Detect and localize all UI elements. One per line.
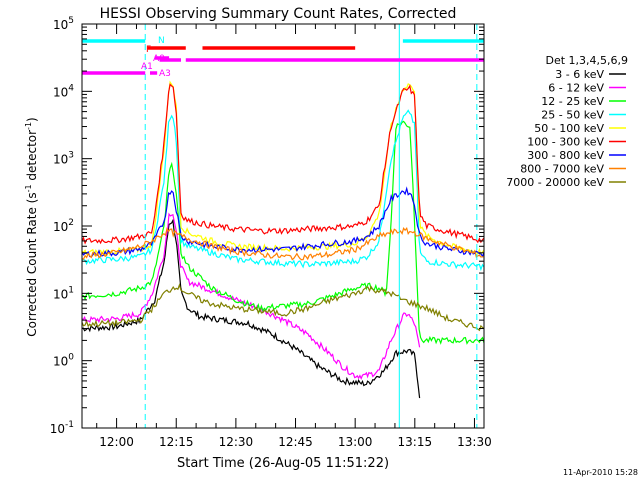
y-tick-exponent: 0 (68, 353, 74, 363)
y-tick-base: 10 (53, 85, 68, 99)
y-tick-exponent: -1 (65, 420, 74, 430)
legend-title: Det 1,3,4,5,6,9 (545, 54, 628, 67)
x-tick-label: 12:00 (99, 435, 134, 449)
y-tick-label: 103 (53, 151, 74, 167)
x-tick-label: 13:00 (338, 435, 373, 449)
state-bar-label-N: N (158, 36, 165, 46)
series-line-1 (81, 212, 421, 381)
y-tick-base: 10 (50, 422, 65, 436)
y-tick-label: 102 (53, 218, 74, 234)
y-axis-label-mid: detector (25, 130, 39, 185)
y-axis-label-main: Corrected Count Rate (s (25, 192, 39, 336)
y-tick-exponent: 3 (68, 151, 74, 161)
chart-title: HESSI Observing Summary Count Rates, Cor… (100, 6, 457, 22)
legend-label: 100 - 300 keV (527, 136, 604, 149)
y-axis-label: Corrected Count Rate (s-1 detector-1) (24, 117, 39, 336)
series-line-3 (81, 109, 485, 272)
y-tick-label: 100 (53, 353, 74, 369)
x-tick-label: 13:15 (398, 435, 433, 449)
y-tick-label: 101 (53, 285, 74, 301)
legend-label: 12 - 25 keV (541, 95, 604, 108)
series-line-2 (81, 120, 485, 345)
y-axis-label-sup1: -1 (24, 184, 33, 192)
legend-label: 3 - 6 keV (555, 68, 604, 81)
x-tick-label: 12:30 (219, 435, 254, 449)
y-tick-exponent: 1 (68, 285, 74, 295)
x-tick-label: 13:30 (457, 435, 492, 449)
series-line-8 (81, 283, 485, 332)
x-tick-label: 12:15 (159, 435, 194, 449)
state-bar-label-F: F (146, 45, 151, 55)
y-tick-label: 104 (53, 83, 74, 99)
legend-label: 25 - 50 keV (541, 109, 604, 122)
x-axis-label: Start Time (26-Aug-05 11:51:22) (177, 456, 389, 471)
y-tick-label: 10-1 (50, 420, 74, 436)
y-axis-label-end: ) (25, 117, 39, 122)
y-tick-base: 10 (53, 355, 68, 369)
y-tick-label: 105 (53, 16, 74, 32)
series-line-5 (81, 83, 485, 245)
y-tick-base: 10 (53, 18, 68, 32)
legend-label: 50 - 100 keV (534, 122, 604, 135)
y-tick-base: 10 (53, 153, 68, 167)
y-axis-label-sup2: -1 (24, 122, 33, 130)
state-bar-label-A3: A3 (159, 69, 171, 79)
y-tick-exponent: 5 (68, 16, 74, 26)
state-bar-label-A1: A1 (141, 62, 153, 72)
footer-timestamp: 11-Apr-2010 15:28 (563, 468, 638, 477)
y-tick-base: 10 (53, 287, 68, 301)
y-tick-exponent: 2 (68, 218, 74, 228)
legend-label: 300 - 800 keV (527, 149, 604, 162)
y-tick-base: 10 (53, 220, 68, 234)
legend-label: 6 - 12 keV (548, 82, 604, 95)
y-tick-exponent: 4 (68, 83, 74, 93)
series-line-7 (81, 227, 484, 261)
legend-label: 800 - 7000 keV (520, 163, 604, 176)
x-tick-label: 12:45 (278, 435, 313, 449)
state-bar-label-A0: A0 (153, 54, 165, 64)
legend-label: 7000 - 20000 keV (506, 176, 604, 189)
